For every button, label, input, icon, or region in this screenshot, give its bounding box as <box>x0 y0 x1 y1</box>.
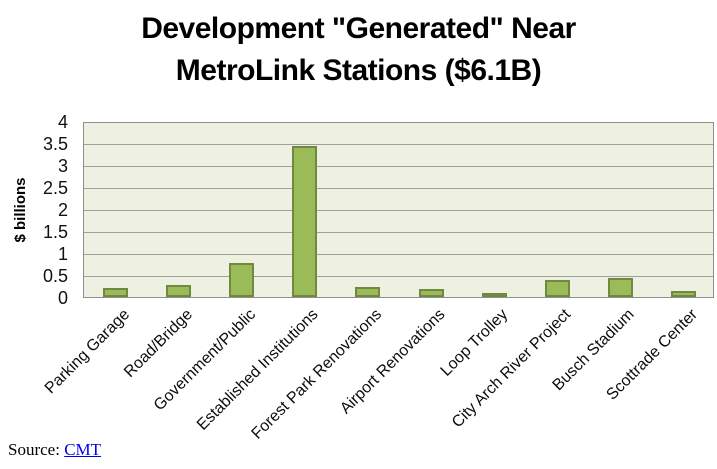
source-note: Source: CMT <box>8 440 101 460</box>
gridline <box>84 166 713 167</box>
bar-scottrade-center <box>670 291 696 297</box>
gridline <box>84 188 713 189</box>
gridline <box>84 210 713 211</box>
bar-loop-trolley <box>481 293 507 297</box>
bar-established-institutions <box>292 146 318 297</box>
bar-forest-park-renovations <box>355 287 381 297</box>
gridline <box>84 276 713 277</box>
y-tick-label: 0 <box>57 288 68 308</box>
bar-city-arch-river-project <box>544 280 570 297</box>
x-label-parking-garage: Parking Garage <box>41 306 133 398</box>
y-tick-label: 2.5 <box>42 178 68 198</box>
bar-government-public <box>229 263 255 297</box>
source-label: Source: <box>8 440 65 459</box>
gridline <box>84 254 713 255</box>
y-tick-label: 2 <box>57 200 68 220</box>
chart-title: Development "Generated" Near MetroLink S… <box>141 12 576 87</box>
y-tick-label: 3.5 <box>42 134 68 154</box>
bar-parking-garage <box>103 288 129 297</box>
x-label-established-institutions: Established Institutions <box>194 306 322 434</box>
y-tick-label: 4 <box>57 112 68 132</box>
x-label-city-arch-river-project: City Arch River Project <box>449 306 575 432</box>
gridline <box>84 232 713 233</box>
gridline <box>84 144 713 145</box>
y-tick-label: 1.5 <box>42 222 68 242</box>
bar-busch-stadium <box>607 278 633 297</box>
bar-airport-renovations <box>418 289 444 297</box>
x-label-airport-renovations: Airport Renovations <box>336 306 449 418</box>
y-tick-label: 3 <box>57 156 68 176</box>
x-label-forest-park-renovations: Forest Park Renovations <box>248 306 385 443</box>
y-tick-label: 1 <box>57 244 68 264</box>
y-tick-label: 0.5 <box>42 266 68 286</box>
source-link[interactable]: CMT <box>64 440 102 459</box>
plot-area <box>83 122 714 298</box>
bar-road-bridge <box>166 285 192 297</box>
